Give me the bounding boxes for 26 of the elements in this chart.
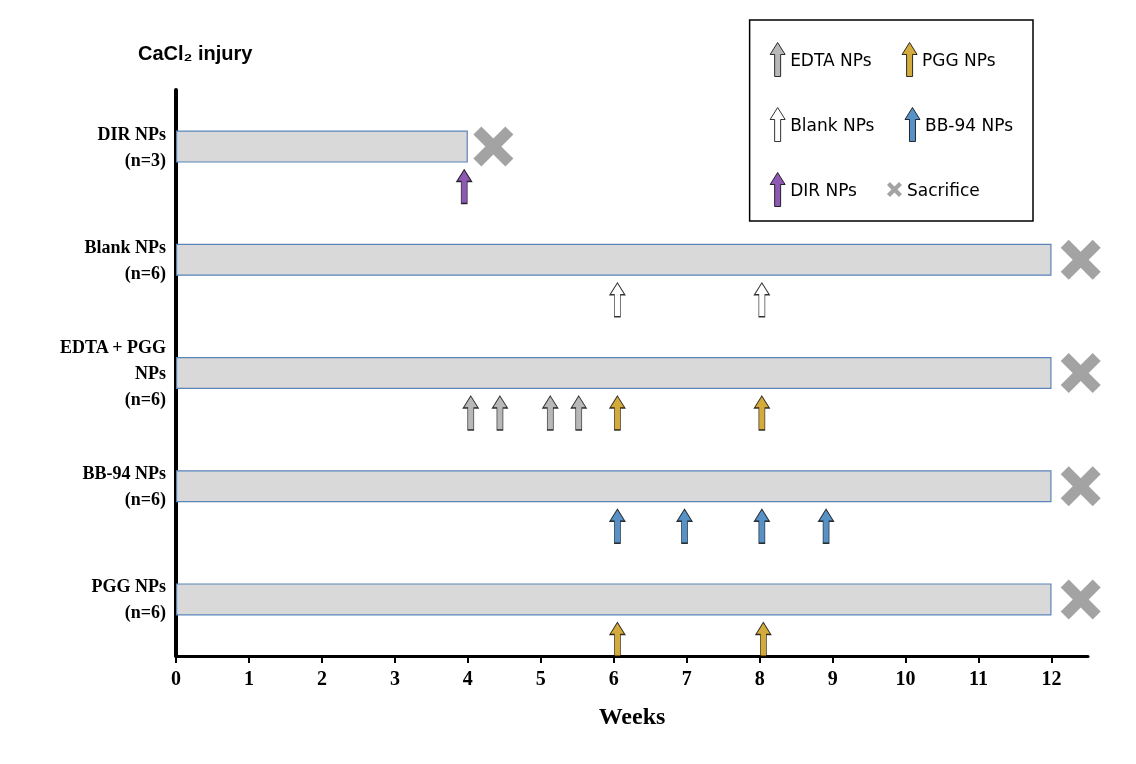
x-tick-label: 2	[316, 667, 327, 689]
y-tick-label: Blank NPs (n=6)	[84, 236, 166, 284]
x-tick-label: 7	[681, 667, 692, 689]
x-tick-label: 9	[827, 667, 838, 689]
legend-label: Sacrifice	[906, 179, 980, 200]
y-tick-label: DIR NPs (n=3)	[97, 123, 166, 171]
y-tick-label: EDTA + PGG NPs (n=6)	[60, 337, 166, 410]
x-tick-label: 0	[171, 667, 181, 689]
x-tick-label: 4	[462, 667, 473, 689]
legend-label: BB-94 NPs	[924, 114, 1014, 135]
y-tick-label: PGG NPs (n=6)	[91, 576, 166, 624]
x-tick-label: 6	[608, 667, 619, 689]
x-tick-label: 1	[243, 667, 254, 689]
legend-label: PGG NPs	[922, 49, 996, 70]
x-tick-label: 5	[535, 667, 546, 689]
legend-label: DIR NPs	[790, 179, 858, 200]
y-tick-label: BB-94 NPs (n=6)	[82, 463, 166, 511]
chart-title: CaCl₂ injury	[138, 42, 254, 64]
x-tick-label: 3	[389, 667, 400, 689]
x-tick-label: 12	[1041, 667, 1062, 689]
x-axis-title: Weeks	[598, 703, 666, 729]
x-tick-label: 11	[969, 667, 989, 689]
x-tick-label: 10	[895, 667, 916, 689]
legend-label: EDTA NPs	[790, 49, 872, 70]
legend-label: Blank NPs	[790, 114, 875, 135]
x-tick-label: 8	[754, 667, 765, 689]
